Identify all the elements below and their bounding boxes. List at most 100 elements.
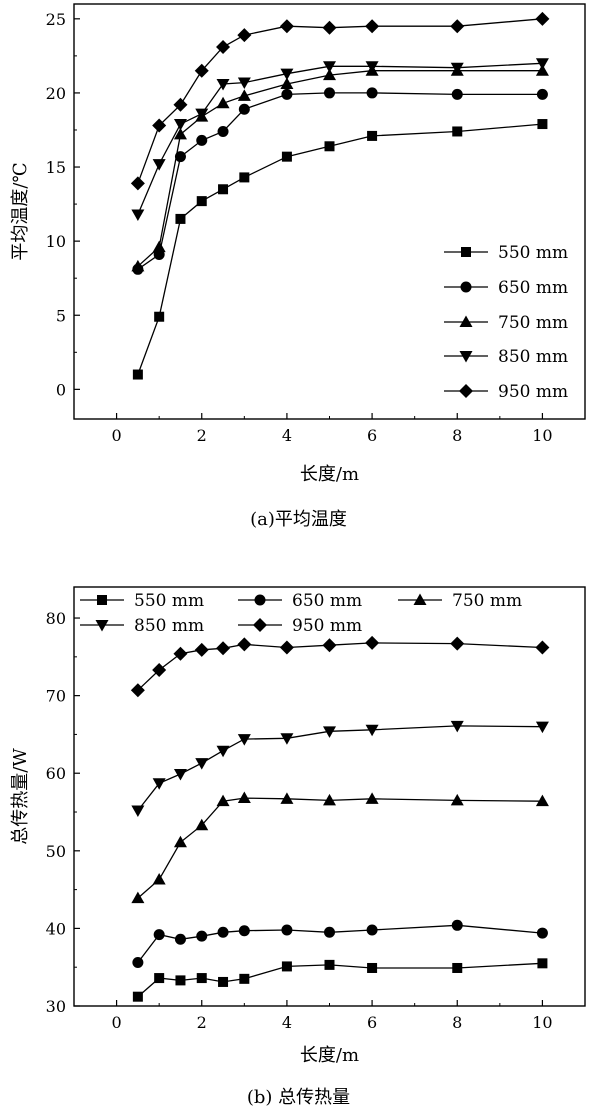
chart-a-data-point [174, 151, 186, 163]
chart-b-data-point [218, 976, 229, 987]
chart-b-data-point [173, 646, 188, 661]
chart-b-y-tick-label: 40 [46, 919, 66, 938]
chart-a-data-point [537, 119, 548, 130]
chart-a-y-tick-label: 20 [46, 84, 66, 103]
chart-b-data-point [450, 793, 464, 806]
chart-a-data-point [239, 172, 250, 183]
chart-a-data-point [536, 88, 548, 100]
chart-b-legend-entry: 750 mm [398, 591, 522, 611]
chart-a-data-point [175, 213, 186, 224]
chart-b-data-point [174, 933, 186, 945]
chart-a-series-0 [132, 119, 548, 380]
chart-b-data-point [237, 637, 252, 652]
chart-a-data-point [324, 87, 335, 99]
chart-a-data-point [152, 118, 167, 133]
chart-b-x-tick-label: 2 [197, 1013, 207, 1032]
chart-a-y-axis-label: 平均温度/℃ [10, 162, 31, 260]
chart-a-data-point [279, 19, 294, 34]
chart-a-data-point [132, 369, 143, 380]
chart-a-legend-marker [460, 281, 472, 293]
chart-a-data-point [450, 19, 465, 34]
chart-a-data-point [367, 130, 378, 141]
chart-a-data-point [152, 159, 166, 171]
chart-b-data-point [196, 973, 207, 984]
chart-b-y-tick-label: 50 [46, 842, 66, 861]
chart-b-data-point [365, 635, 380, 650]
chart-b-data-point [281, 961, 292, 972]
chart-b-data-point [131, 805, 145, 817]
chart-b-data-point [450, 636, 465, 651]
chart-a-x-tick-label: 0 [111, 426, 121, 445]
chart-a-data-point [173, 97, 188, 112]
chart-b-data-point [366, 924, 378, 936]
chart-b-data-point [237, 791, 251, 804]
chart-b-legend-label: 850 mm [134, 616, 204, 636]
chart-a-legend-label: 650 mm [498, 278, 568, 298]
chart-a-legend-entry: 950 mm [444, 382, 568, 402]
chart-a-data-point [152, 240, 166, 253]
chart-b-data-point [450, 720, 464, 733]
chart-a-data-point [216, 79, 230, 91]
chart-a-legend-label: 950 mm [498, 382, 568, 402]
chart-a-x-tick-label: 8 [452, 426, 462, 445]
chart-b-legend-entry: 550 mm [80, 591, 204, 611]
chart-b-data-point [535, 721, 549, 734]
chart-a-y-tick-label: 25 [46, 10, 66, 29]
chart-a-data-point [323, 68, 336, 81]
chart-a-data-point [154, 311, 165, 322]
chart-a-data-point [281, 88, 293, 100]
chart-a-data-point [195, 108, 209, 121]
chart-a-data-point [365, 61, 379, 73]
chart-a-data-point [324, 141, 335, 152]
chart-b-data-point [131, 891, 145, 904]
chart-a-data-point [535, 11, 550, 26]
chart-b-y-tick-label: 30 [46, 997, 66, 1016]
chart-b-data-point [237, 734, 251, 746]
chart-b-data-point [132, 957, 144, 969]
chart-a: 0 2 4 6 8 10 0 5 10 15 20 25 长度/m 平均温度/℃ 550 mm 650 mm 7… [0, 0, 597, 540]
chart-a-data-point [216, 96, 230, 109]
chart-a-data-point [131, 209, 145, 221]
chart-b-x-tick-label: 0 [111, 1013, 121, 1032]
chart-b-x-tick-label: 10 [532, 1013, 552, 1032]
chart-a-legend-marker [459, 384, 473, 398]
chart-b-data-point [196, 930, 208, 942]
chart-a-data-point [194, 63, 209, 78]
chart-b-series-2 [131, 791, 549, 904]
chart-b-legend-label: 550 mm [134, 591, 204, 611]
chart-b-data-point [175, 975, 186, 986]
chart-a-caption: (a)平均温度 [250, 509, 347, 530]
chart-b-data-point [239, 973, 250, 984]
chart-b-series-1 [132, 919, 548, 969]
chart-b-x-tick-label: 6 [367, 1013, 377, 1032]
chart-a-data-point [535, 58, 549, 70]
chart-b-series-3 [131, 720, 549, 817]
chart-b-legend-label: 750 mm [452, 591, 522, 611]
chart-a-x-tick-label: 4 [282, 426, 292, 445]
chart-a-legend-marker [461, 247, 471, 257]
chart-b-data-point [238, 925, 250, 937]
chart-b-data-point [153, 929, 165, 941]
chart-a-svg: 0 2 4 6 8 10 0 5 10 15 20 25 长度/m 平均温度/℃ 550 mm 650 mm 7… [10, 3, 586, 485]
chart-a-data-point [365, 19, 380, 34]
chart-b-data-point [281, 924, 293, 936]
chart-b-data-point [217, 926, 229, 938]
chart-b-data-point [216, 745, 230, 758]
chart-b-legend-marker [253, 618, 267, 632]
chart-a-data-point [323, 61, 336, 73]
chart-b-x-axis-label: 长度/m [300, 1045, 359, 1066]
chart-a-legend-entry: 550 mm [444, 243, 568, 263]
chart-b-data-point [216, 641, 231, 656]
chart-a-data-point [218, 184, 229, 195]
chart-b-legend-entry: 650 mm [238, 591, 362, 611]
chart-a-x-tick-label: 6 [367, 426, 377, 445]
chart-a-legend-entry: 650 mm [444, 278, 568, 298]
chart-b-legend-marker [254, 594, 266, 606]
chart-b-data-point [279, 640, 294, 655]
chart-b-data-point [280, 792, 294, 804]
chart-a-legend-label: 750 mm [498, 313, 568, 333]
chart-a-data-point [196, 134, 208, 146]
chart-b-data-point [152, 873, 166, 885]
chart-a-data-point [237, 77, 251, 90]
chart-b-data-point [365, 792, 379, 804]
